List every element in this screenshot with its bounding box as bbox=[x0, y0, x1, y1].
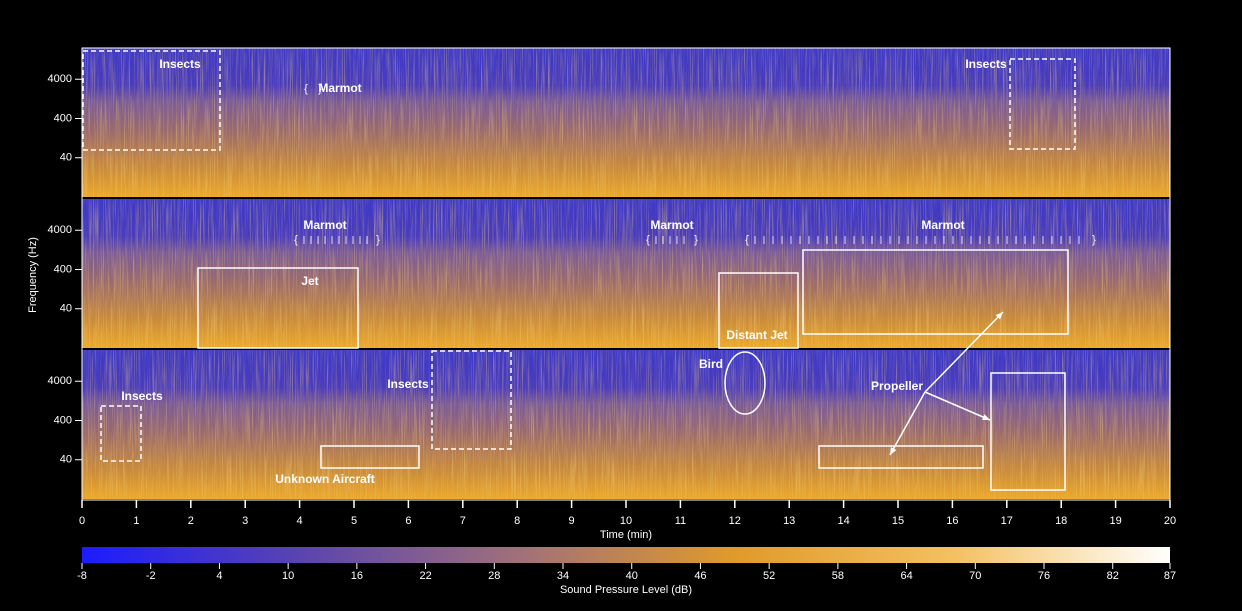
colorbar-tick-label: -8 bbox=[77, 570, 87, 582]
x-tick-label: 9 bbox=[569, 515, 575, 527]
y-tick-label: 400 bbox=[54, 112, 72, 124]
colorbar-tick-label: 76 bbox=[1038, 570, 1050, 582]
spectrogram-texture bbox=[82, 48, 1170, 197]
y-tick-label: 40 bbox=[60, 454, 72, 466]
colorbar-tick-label: 10 bbox=[282, 570, 294, 582]
colorbar-tick-label: 52 bbox=[763, 570, 775, 582]
annotation-label: Insects bbox=[387, 377, 429, 391]
annotation-label: Marmot bbox=[921, 218, 964, 232]
bracket: { bbox=[294, 234, 298, 246]
colorbar-tick-label: 22 bbox=[419, 570, 431, 582]
colorbar-tick-label: 4 bbox=[216, 570, 222, 582]
annotation-label: Bird bbox=[699, 357, 723, 371]
annotation-label: Marmot bbox=[318, 81, 361, 95]
colorbar-tick-label: 87 bbox=[1164, 570, 1176, 582]
annotation-label: Insects bbox=[159, 57, 201, 71]
y-tick-label: 4000 bbox=[48, 375, 72, 387]
annotation-label: Insects bbox=[121, 389, 163, 403]
x-tick-label: 3 bbox=[242, 515, 248, 527]
chart: Frequency (Hz) Time (min) Sound Pressure… bbox=[0, 0, 1242, 611]
x-tick-label: 20 bbox=[1164, 515, 1176, 527]
x-tick-label: 18 bbox=[1055, 515, 1067, 527]
colorbar-tick-label: 34 bbox=[557, 570, 569, 582]
x-tick-label: 1 bbox=[133, 515, 139, 527]
colorbar bbox=[82, 547, 1170, 563]
colorbar-tick-label: 28 bbox=[488, 570, 500, 582]
colorbar-tick-label: 64 bbox=[900, 570, 912, 582]
annotation-label: Jet bbox=[301, 274, 318, 288]
x-axis-label: Time (min) bbox=[600, 529, 652, 541]
bracket: { bbox=[304, 83, 308, 95]
annotation-label: Unknown Aircraft bbox=[275, 472, 375, 486]
x-tick-label: 13 bbox=[783, 515, 795, 527]
y-axis-label: Frequency (Hz) bbox=[27, 237, 39, 313]
x-tick-label: 7 bbox=[460, 515, 466, 527]
x-tick-label: 0 bbox=[79, 515, 85, 527]
y-tick-label: 4000 bbox=[48, 73, 72, 85]
bracket: { bbox=[646, 234, 650, 246]
colorbar-tick-label: 16 bbox=[351, 570, 363, 582]
y-tick-label: 40 bbox=[60, 303, 72, 315]
annotation-label: Propeller bbox=[871, 379, 923, 393]
x-tick-label: 19 bbox=[1109, 515, 1121, 527]
annotation-label: Marmot bbox=[650, 218, 693, 232]
x-tick-label: 5 bbox=[351, 515, 357, 527]
annotation-label: Insects bbox=[965, 57, 1007, 71]
spectrogram-texture bbox=[82, 199, 1170, 348]
x-tick-label: 16 bbox=[946, 515, 958, 527]
colorbar-tick-label: 46 bbox=[694, 570, 706, 582]
x-tick-label: 2 bbox=[188, 515, 194, 527]
x-tick-label: 14 bbox=[837, 515, 849, 527]
colorbar-tick-label: 58 bbox=[832, 570, 844, 582]
colorbar-tick-label: 70 bbox=[969, 570, 981, 582]
annotation-label: Distant Jet bbox=[726, 328, 787, 342]
colorbar-tick-label: -2 bbox=[146, 570, 156, 582]
x-tick-label: 6 bbox=[405, 515, 411, 527]
colorbar-tick-label: 40 bbox=[626, 570, 638, 582]
x-tick-label: 8 bbox=[514, 515, 520, 527]
x-tick-label: 11 bbox=[675, 515, 686, 527]
x-tick-label: 10 bbox=[620, 515, 632, 527]
bracket: } bbox=[1092, 234, 1096, 246]
y-tick-label: 400 bbox=[54, 414, 72, 426]
x-tick-label: 12 bbox=[729, 515, 741, 527]
y-tick-label: 40 bbox=[60, 152, 72, 164]
colorbar-tick-label: 82 bbox=[1107, 570, 1119, 582]
colorbar-label: Sound Pressure Level (dB) bbox=[560, 584, 692, 596]
x-tick-label: 17 bbox=[1001, 515, 1013, 527]
x-tick-label: 15 bbox=[892, 515, 904, 527]
bracket: { bbox=[745, 234, 749, 246]
bracket: } bbox=[694, 234, 698, 246]
annotation-label: Marmot bbox=[303, 218, 346, 232]
bracket: } bbox=[376, 234, 380, 246]
y-tick-label: 400 bbox=[54, 263, 72, 275]
y-tick-label: 4000 bbox=[48, 224, 72, 236]
x-tick-label: 4 bbox=[297, 515, 303, 527]
